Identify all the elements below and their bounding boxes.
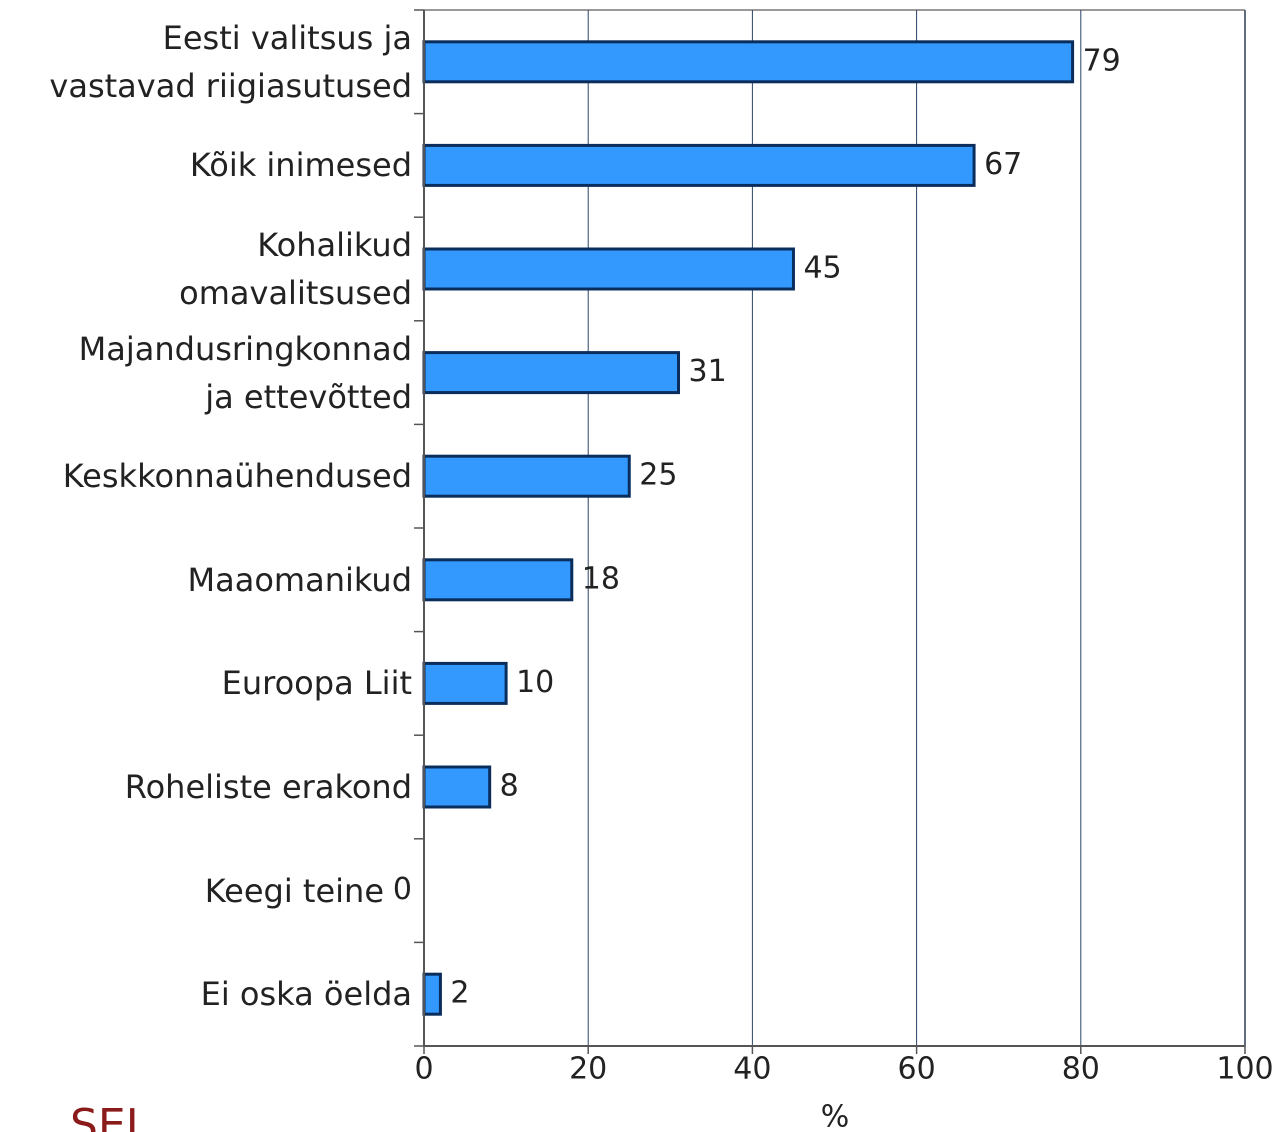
category-label: Keegi teine (204, 871, 384, 910)
value-label: 8 (500, 769, 519, 804)
category-label: Majandusringkonnad ja ettevõtted (78, 329, 412, 416)
bar (422, 765, 492, 809)
value-label: 0 (393, 872, 412, 907)
x-tick-label: 80 (1062, 1052, 1100, 1087)
bar (422, 247, 795, 291)
bar (422, 972, 442, 1016)
value-label: 45 (803, 251, 841, 286)
category-label: Kohalikud omavalitsused (179, 226, 412, 312)
x-tick-label: 40 (733, 1052, 771, 1087)
bar (422, 558, 574, 602)
bar (422, 40, 1075, 84)
value-label: 31 (689, 354, 727, 389)
logo: SEI (70, 1100, 139, 1132)
x-tick-label: 60 (898, 1052, 936, 1087)
category-label: Kõik inimesed (189, 146, 412, 185)
bar (422, 143, 976, 187)
value-label: 67 (984, 147, 1022, 182)
x-axis-label: % (821, 1100, 850, 1132)
x-tick-label: 0 (414, 1052, 433, 1087)
x-tick-label: 20 (569, 1052, 607, 1087)
category-label: Keskkonnaühendused (62, 457, 412, 496)
category-label: Maaomanikud (187, 560, 413, 599)
value-label: 18 (582, 561, 620, 596)
category-label: Euroopa Liit (221, 664, 412, 703)
x-tick-label: 100 (1216, 1052, 1273, 1087)
value-label: 2 (450, 976, 469, 1011)
value-label: 79 (1083, 43, 1121, 78)
value-label: 10 (516, 665, 554, 700)
bar (422, 661, 508, 705)
category-label: Eesti valitsus ja vastavad riigiasutused (49, 18, 412, 105)
category-label: Roheliste erakond (124, 768, 412, 806)
category-label: Ei oska öelda (200, 975, 412, 1014)
bar (422, 454, 631, 498)
bar (422, 351, 681, 395)
value-label: 25 (639, 458, 677, 493)
